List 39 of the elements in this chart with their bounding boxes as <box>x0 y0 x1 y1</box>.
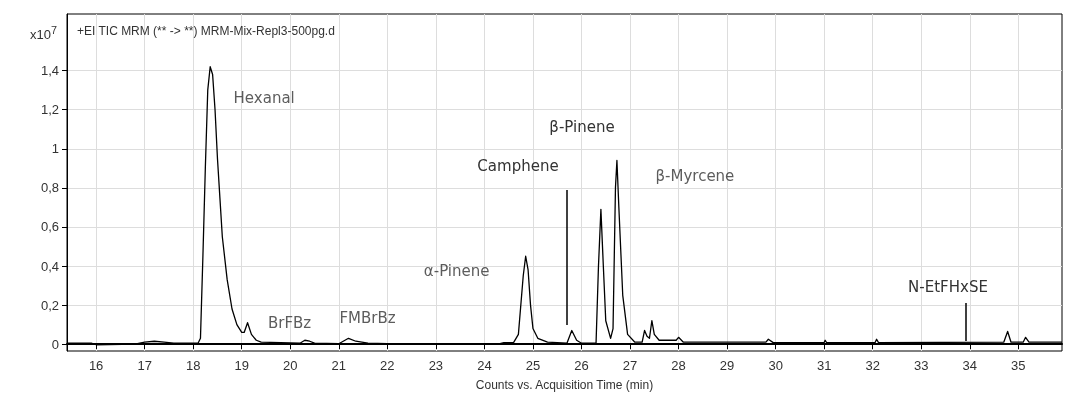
x-tick-label: 32 <box>865 358 880 373</box>
x-tick-label: 31 <box>816 358 832 373</box>
x-tick-label: 23 <box>428 358 444 373</box>
y-axis-title: x10$^{7}$ <box>30 24 57 43</box>
y-tick-label: 1 <box>51 141 59 157</box>
y-tick-label: 1,4 <box>40 63 59 79</box>
y-tick-label: 0,4 <box>40 258 59 274</box>
annotation: N-EtFHxSE <box>908 278 988 296</box>
x-tick-label: 34 <box>962 358 978 373</box>
x-tick-label: 28 <box>671 358 686 373</box>
x-tick-label: 33 <box>914 358 929 373</box>
y-tick-label: 1,2 <box>40 102 59 118</box>
x-tick-label: 26 <box>574 358 589 373</box>
annotation: Hexanal <box>233 88 295 107</box>
x-tick-label: 18 <box>185 358 201 373</box>
y-tick-label: 0,8 <box>40 180 59 196</box>
x-tick-label: 29 <box>719 358 735 373</box>
x-tick-label: 20 <box>283 358 298 373</box>
annotation: α-Pinene <box>423 262 490 281</box>
x-tick-label: 35 <box>1011 358 1026 373</box>
x-tick-label: 27 <box>622 358 638 373</box>
y-tick-label: 0,2 <box>40 297 59 313</box>
y-tick-label: 0 <box>51 336 59 352</box>
annotation: FMBrBz <box>339 309 396 328</box>
x-tick-label: 30 <box>768 358 783 373</box>
annotation: BrFBz <box>267 313 312 332</box>
x-tick-label: 16 <box>88 358 104 373</box>
x-tick-label: 22 <box>380 358 395 373</box>
y-tick-label: 0,6 <box>40 219 59 235</box>
text: +EI TIC MRM (** -> **) MRM-Mix-Repl3-500pg.d <box>77 24 335 38</box>
annotation: Camphene <box>477 157 559 175</box>
x-tick-label: 21 <box>331 358 347 373</box>
x-tick-label: 25 <box>525 358 541 373</box>
x-tick-label: 24 <box>477 358 492 373</box>
x-axis-title: Counts vs. Acquisition Time (min) <box>475 378 654 392</box>
annotation: β-Pinene <box>549 118 615 136</box>
x-tick-label: 19 <box>234 358 249 373</box>
x-tick-label: 17 <box>137 358 152 373</box>
annotation: β-Myrcene <box>655 166 735 185</box>
